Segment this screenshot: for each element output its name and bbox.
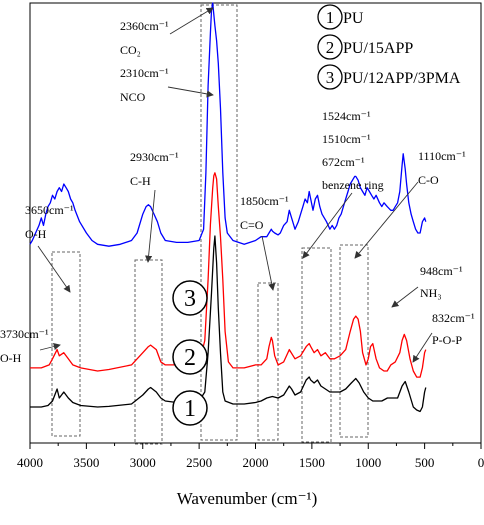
x-tick-label: 4000 xyxy=(17,455,43,470)
x-tick-label: 1000 xyxy=(355,455,381,470)
annotation-6: 1850cm⁻¹ C=O xyxy=(240,194,289,232)
annotation-text: 672cm⁻¹ xyxy=(322,155,365,169)
x-axis-label: Wavenumber (cm⁻¹) xyxy=(177,489,318,508)
x-axis: 4000 3500 3000 2500 2000 1500 1000 500 0 xyxy=(17,443,484,470)
annotation-text: 832cm⁻¹ xyxy=(432,311,475,325)
annotation-arrow xyxy=(412,332,433,363)
annotation-arrow xyxy=(391,286,419,308)
legend-item-1: 1 PU xyxy=(317,4,364,30)
series-line-3 xyxy=(29,2,427,247)
annotation-text: 2360cm⁻¹ xyxy=(120,19,169,33)
x-tick-label: 3000 xyxy=(130,455,156,470)
svg-text:2: 2 xyxy=(184,345,196,371)
annotation-arrow xyxy=(39,343,61,351)
highlight-box xyxy=(134,259,163,445)
annotation-arrow xyxy=(37,245,71,293)
annotation-text: C-O xyxy=(418,173,439,187)
annotation-text: 948cm⁻¹ xyxy=(420,264,463,278)
annotation-text: 1510cm⁻¹ xyxy=(322,132,371,146)
x-tick-label: 0 xyxy=(478,455,484,470)
annotation-5: 3730cm⁻¹ O-H xyxy=(0,327,49,365)
legend-item-3: 3 PU/12APP/3PMA xyxy=(317,64,461,90)
annotation-8: 1110cm⁻¹ C-O xyxy=(418,149,466,187)
annotation-text: 1524cm⁻¹ xyxy=(322,109,371,123)
legend-item-2: 2 PU/15APP xyxy=(317,34,413,60)
legend-label: PU/15APP xyxy=(343,40,413,57)
annotation-arrow xyxy=(169,7,214,35)
legend-label: PU xyxy=(343,10,364,27)
annotation-text: 1850cm⁻¹ xyxy=(240,194,289,208)
x-tick-label: 1500 xyxy=(299,455,325,470)
highlight-box xyxy=(200,4,238,441)
annotation-3: 2930cm⁻¹ C-H xyxy=(130,150,179,188)
svg-text:3: 3 xyxy=(184,286,196,312)
annotation-arrow xyxy=(167,86,214,98)
x-tick-label: 500 xyxy=(415,455,435,470)
series-line-2 xyxy=(30,172,427,378)
annotation-text: 3730cm⁻¹ xyxy=(0,327,49,341)
legend-label: PU/12APP/3PMA xyxy=(343,70,461,87)
annotation-text: C=O xyxy=(240,218,264,232)
annotation-text: NCO xyxy=(120,90,146,104)
highlight-box xyxy=(51,251,81,437)
annotation-text: CO₂ xyxy=(120,43,141,57)
annotation-text: 1110cm⁻¹ xyxy=(418,149,466,163)
annotation-text: C-H xyxy=(130,174,151,188)
annotation-arrow xyxy=(261,235,276,291)
annotation-text: P-O-P xyxy=(432,333,462,347)
annotation-4: 3650cm⁻¹ O-H xyxy=(25,203,74,241)
series-marker-2: 2 xyxy=(172,339,208,375)
x-tick-label: 2500 xyxy=(186,455,212,470)
annotation-text: O-H xyxy=(0,351,22,365)
highlight-box xyxy=(257,282,279,441)
annotation-arrows xyxy=(37,7,433,363)
annotation-text: O-H xyxy=(25,227,47,241)
legend-marker: 2 xyxy=(326,38,335,57)
annotation-text: NH₃ xyxy=(420,286,442,300)
annotation-1: 2360cm⁻¹ CO₂ xyxy=(120,19,169,57)
legend-marker: 1 xyxy=(326,8,335,27)
annotation-10: 832cm⁻¹ P-O-P xyxy=(432,311,475,347)
annotation-arrow xyxy=(302,192,353,259)
series-layer xyxy=(29,2,427,413)
legend-marker: 3 xyxy=(326,68,335,87)
annotation-arrow xyxy=(354,181,419,259)
x-tick-label: 2000 xyxy=(243,455,269,470)
annotation-text: 2930cm⁻¹ xyxy=(130,150,179,164)
series-marker-1: 1 xyxy=(172,390,208,426)
series-line-1 xyxy=(30,235,427,413)
x-tick-label: 3500 xyxy=(73,455,99,470)
annotation-9: 948cm⁻¹ NH₃ xyxy=(420,264,463,300)
annotation-text: 3650cm⁻¹ xyxy=(25,203,74,217)
annotation-7: 1524cm⁻¹ 1510cm⁻¹ 672cm⁻¹ benzene ring xyxy=(322,109,384,192)
annotation-arrow xyxy=(145,189,156,263)
svg-text:1: 1 xyxy=(184,396,196,422)
legend: 1 PU 2 PU/15APP 3 PU/12APP/3PMA xyxy=(317,4,461,90)
annotation-text: 2310cm⁻¹ xyxy=(120,66,169,80)
highlight-box xyxy=(301,247,332,443)
highlight-boxes xyxy=(51,4,369,445)
annotation-2: 2310cm⁻¹ NCO xyxy=(120,66,169,104)
series-markers: 1 2 3 xyxy=(172,280,208,426)
annotation-text: benzene ring xyxy=(322,178,384,192)
highlight-box xyxy=(339,244,369,438)
annotation-labels: 2360cm⁻¹ CO₂ 2310cm⁻¹ NCO 2930cm⁻¹ C-H 3650cm⁻… xyxy=(0,19,475,365)
series-marker-3: 3 xyxy=(172,280,208,316)
